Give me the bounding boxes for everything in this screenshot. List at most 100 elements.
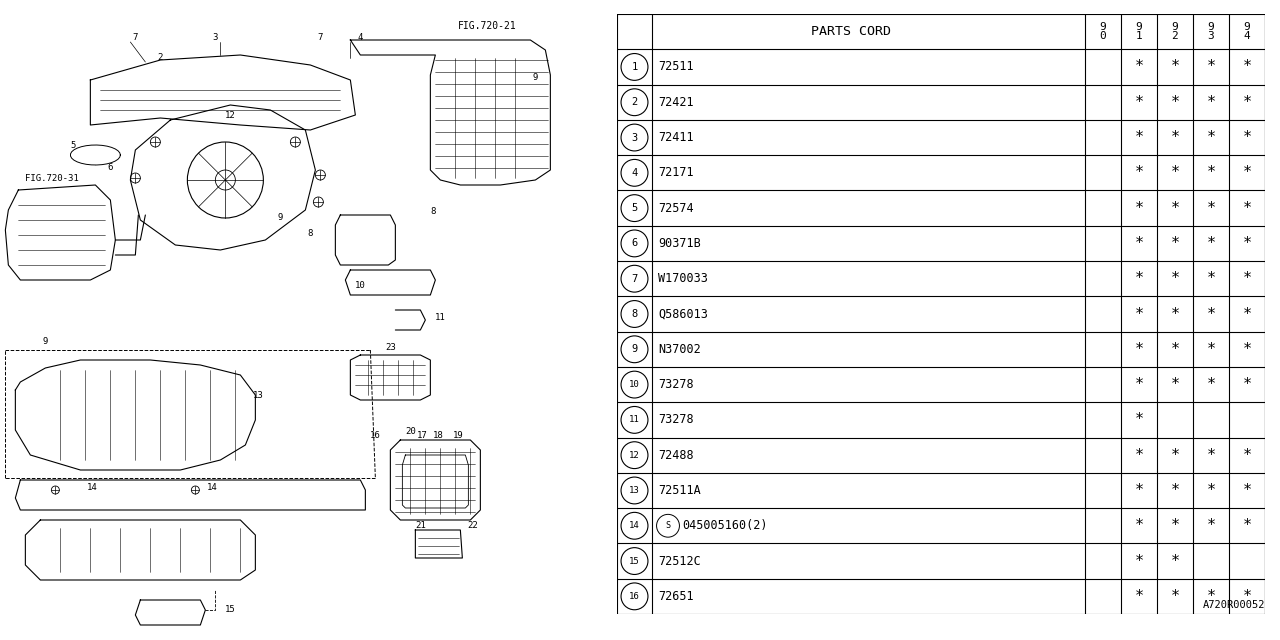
Text: *: * — [1134, 271, 1143, 286]
Polygon shape — [390, 440, 480, 520]
Text: *: * — [1243, 307, 1252, 321]
Text: *: * — [1243, 271, 1252, 286]
Text: 3: 3 — [631, 132, 637, 143]
Text: *: * — [1134, 307, 1143, 321]
Text: *: * — [1207, 271, 1216, 286]
Text: 20: 20 — [404, 428, 416, 436]
Text: *: * — [1134, 130, 1143, 145]
Text: *: * — [1243, 200, 1252, 216]
Text: 72512C: 72512C — [658, 554, 700, 568]
Text: *: * — [1243, 377, 1252, 392]
Text: *: * — [1207, 165, 1216, 180]
Text: *: * — [1243, 447, 1252, 463]
Text: S: S — [666, 521, 671, 531]
Text: 045005160(2): 045005160(2) — [682, 519, 768, 532]
Text: 11: 11 — [435, 314, 445, 323]
Text: *: * — [1134, 165, 1143, 180]
Text: 10: 10 — [355, 280, 366, 289]
Text: 15: 15 — [630, 557, 640, 566]
Text: *: * — [1134, 483, 1143, 498]
Text: *: * — [1207, 95, 1216, 109]
Text: 73278: 73278 — [658, 378, 694, 391]
Text: 7: 7 — [317, 33, 323, 42]
Text: 8: 8 — [430, 207, 436, 216]
Text: 2: 2 — [157, 54, 163, 63]
Text: 6: 6 — [108, 163, 113, 173]
Text: 23: 23 — [385, 344, 396, 353]
Text: Q586013: Q586013 — [658, 307, 708, 321]
Text: 72488: 72488 — [658, 449, 694, 461]
Text: *: * — [1170, 483, 1180, 498]
Text: FIG.720-21: FIG.720-21 — [458, 21, 517, 31]
Text: 72511A: 72511A — [658, 484, 700, 497]
Text: 9
3: 9 3 — [1207, 22, 1215, 41]
Text: *: * — [1170, 236, 1180, 251]
Text: 5: 5 — [70, 141, 76, 150]
Text: 12: 12 — [225, 111, 236, 120]
Text: 72171: 72171 — [658, 166, 694, 179]
Text: 16: 16 — [630, 592, 640, 601]
Text: N37002: N37002 — [658, 343, 700, 356]
Text: 13: 13 — [630, 486, 640, 495]
Text: *: * — [1134, 60, 1143, 74]
Text: *: * — [1170, 342, 1180, 356]
Polygon shape — [416, 530, 462, 558]
Text: *: * — [1243, 165, 1252, 180]
Text: *: * — [1207, 60, 1216, 74]
Text: *: * — [1134, 200, 1143, 216]
Text: *: * — [1134, 447, 1143, 463]
Text: *: * — [1207, 200, 1216, 216]
Text: *: * — [1170, 130, 1180, 145]
Text: *: * — [1243, 130, 1252, 145]
Text: 72651: 72651 — [658, 590, 694, 603]
Text: *: * — [1207, 130, 1216, 145]
Polygon shape — [26, 520, 256, 580]
Text: 90371B: 90371B — [658, 237, 700, 250]
Text: *: * — [1134, 342, 1143, 356]
Text: 18: 18 — [433, 431, 444, 440]
Text: 9: 9 — [631, 344, 637, 355]
Text: *: * — [1243, 589, 1252, 604]
Text: *: * — [1243, 60, 1252, 74]
Text: *: * — [1243, 236, 1252, 251]
Text: 9: 9 — [278, 214, 283, 223]
Text: *: * — [1170, 554, 1180, 568]
Text: 6: 6 — [631, 239, 637, 248]
Text: 5: 5 — [631, 203, 637, 213]
Text: *: * — [1170, 518, 1180, 533]
Text: 9
4: 9 4 — [1244, 22, 1251, 41]
Text: *: * — [1134, 589, 1143, 604]
Polygon shape — [131, 105, 315, 250]
Text: 14: 14 — [87, 483, 97, 493]
Text: W170033: W170033 — [658, 272, 708, 285]
Text: *: * — [1207, 377, 1216, 392]
Text: 72411: 72411 — [658, 131, 694, 144]
Text: 4: 4 — [357, 33, 364, 42]
Polygon shape — [351, 40, 550, 185]
Text: 7: 7 — [631, 274, 637, 284]
Text: 1: 1 — [631, 62, 637, 72]
Text: *: * — [1207, 589, 1216, 604]
Text: *: * — [1134, 95, 1143, 109]
Text: *: * — [1134, 412, 1143, 428]
Text: *: * — [1207, 447, 1216, 463]
Text: 14: 14 — [630, 521, 640, 531]
Polygon shape — [346, 270, 435, 295]
Text: 19: 19 — [453, 431, 463, 440]
Text: *: * — [1170, 95, 1180, 109]
Text: 3: 3 — [212, 33, 218, 42]
Text: *: * — [1207, 342, 1216, 356]
Text: 15: 15 — [225, 605, 236, 614]
Text: *: * — [1134, 554, 1143, 568]
Text: *: * — [1243, 342, 1252, 356]
Polygon shape — [5, 185, 115, 280]
Text: 9: 9 — [532, 72, 538, 81]
Text: 2: 2 — [631, 97, 637, 108]
Text: 72421: 72421 — [658, 96, 694, 109]
Text: FIG.720-31: FIG.720-31 — [26, 174, 79, 183]
Text: 9
1: 9 1 — [1135, 22, 1142, 41]
Text: *: * — [1243, 483, 1252, 498]
Text: 4: 4 — [631, 168, 637, 178]
Text: *: * — [1207, 518, 1216, 533]
Text: 14: 14 — [207, 483, 218, 493]
